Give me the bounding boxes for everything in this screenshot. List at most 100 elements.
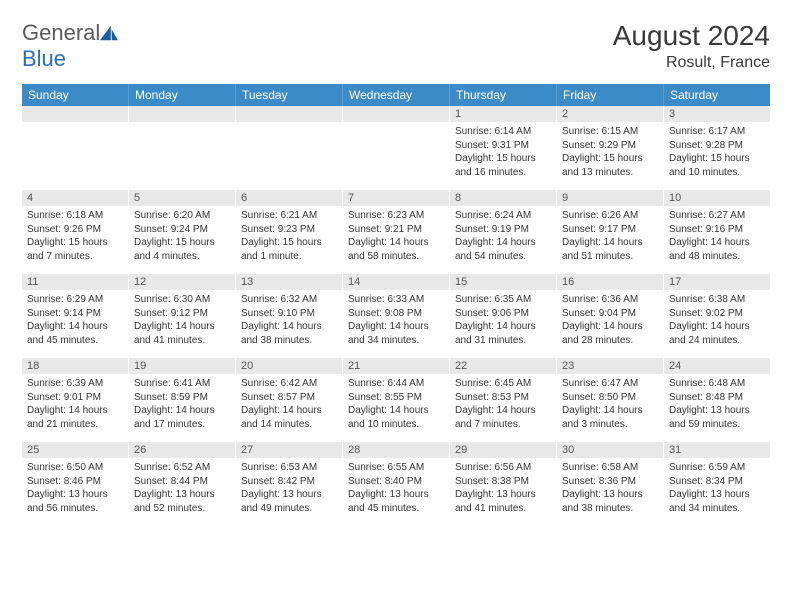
day-detail: Sunrise: 6:32 AMSunset: 9:10 PMDaylight:… bbox=[236, 290, 342, 358]
day-detail: Sunrise: 6:21 AMSunset: 9:23 PMDaylight:… bbox=[236, 206, 342, 274]
day-cell: 5Sunrise: 6:20 AMSunset: 9:24 PMDaylight… bbox=[129, 190, 236, 274]
day-detail: Sunrise: 6:15 AMSunset: 9:29 PMDaylight:… bbox=[557, 122, 663, 190]
day-detail: Sunrise: 6:50 AMSunset: 8:46 PMDaylight:… bbox=[22, 458, 128, 526]
week-row: 1Sunrise: 6:14 AMSunset: 9:31 PMDaylight… bbox=[22, 106, 770, 190]
calendar-page: GeneralBlue August 2024 Rosult, France S… bbox=[0, 0, 792, 526]
day-cell: 20Sunrise: 6:42 AMSunset: 8:57 PMDayligh… bbox=[236, 358, 343, 442]
day-cell bbox=[22, 106, 129, 190]
page-header: GeneralBlue August 2024 Rosult, France bbox=[22, 20, 770, 72]
day-detail: Sunrise: 6:36 AMSunset: 9:04 PMDaylight:… bbox=[557, 290, 663, 358]
day-number: 13 bbox=[236, 274, 342, 290]
day-number: 19 bbox=[129, 358, 235, 374]
day-cell bbox=[129, 106, 236, 190]
day-number: 16 bbox=[557, 274, 663, 290]
day-number: 11 bbox=[22, 274, 128, 290]
brand-name: GeneralBlue bbox=[22, 20, 120, 72]
day-number: 6 bbox=[236, 190, 342, 206]
day-cell: 17Sunrise: 6:38 AMSunset: 9:02 PMDayligh… bbox=[664, 274, 770, 358]
day-detail bbox=[129, 122, 235, 190]
day-cell bbox=[236, 106, 343, 190]
day-detail: Sunrise: 6:29 AMSunset: 9:14 PMDaylight:… bbox=[22, 290, 128, 358]
day-number bbox=[343, 106, 449, 122]
day-number bbox=[129, 106, 235, 122]
day-cell: 30Sunrise: 6:58 AMSunset: 8:36 PMDayligh… bbox=[557, 442, 664, 526]
day-cell: 19Sunrise: 6:41 AMSunset: 8:59 PMDayligh… bbox=[129, 358, 236, 442]
day-cell: 31Sunrise: 6:59 AMSunset: 8:34 PMDayligh… bbox=[664, 442, 770, 526]
dow-friday: Friday bbox=[557, 84, 664, 106]
day-number: 2 bbox=[557, 106, 663, 122]
dow-thursday: Thursday bbox=[450, 84, 557, 106]
day-detail: Sunrise: 6:35 AMSunset: 9:06 PMDaylight:… bbox=[450, 290, 556, 358]
day-number: 27 bbox=[236, 442, 342, 458]
day-detail: Sunrise: 6:48 AMSunset: 8:48 PMDaylight:… bbox=[664, 374, 770, 442]
day-number: 3 bbox=[664, 106, 770, 122]
day-detail: Sunrise: 6:52 AMSunset: 8:44 PMDaylight:… bbox=[129, 458, 235, 526]
title-location: Rosult, France bbox=[613, 54, 770, 72]
day-detail: Sunrise: 6:14 AMSunset: 9:31 PMDaylight:… bbox=[450, 122, 556, 190]
week-row: 18Sunrise: 6:39 AMSunset: 9:01 PMDayligh… bbox=[22, 358, 770, 442]
day-detail: Sunrise: 6:44 AMSunset: 8:55 PMDaylight:… bbox=[343, 374, 449, 442]
calendar-grid: Sunday Monday Tuesday Wednesday Thursday… bbox=[22, 84, 770, 526]
day-cell: 8Sunrise: 6:24 AMSunset: 9:19 PMDaylight… bbox=[450, 190, 557, 274]
day-number: 29 bbox=[450, 442, 556, 458]
day-cell: 14Sunrise: 6:33 AMSunset: 9:08 PMDayligh… bbox=[343, 274, 450, 358]
day-number: 28 bbox=[343, 442, 449, 458]
day-detail: Sunrise: 6:20 AMSunset: 9:24 PMDaylight:… bbox=[129, 206, 235, 274]
week-row: 25Sunrise: 6:50 AMSunset: 8:46 PMDayligh… bbox=[22, 442, 770, 526]
day-detail: Sunrise: 6:38 AMSunset: 9:02 PMDaylight:… bbox=[664, 290, 770, 358]
day-number: 31 bbox=[664, 442, 770, 458]
day-detail: Sunrise: 6:39 AMSunset: 9:01 PMDaylight:… bbox=[22, 374, 128, 442]
day-cell: 22Sunrise: 6:45 AMSunset: 8:53 PMDayligh… bbox=[450, 358, 557, 442]
day-detail: Sunrise: 6:47 AMSunset: 8:50 PMDaylight:… bbox=[557, 374, 663, 442]
day-cell: 12Sunrise: 6:30 AMSunset: 9:12 PMDayligh… bbox=[129, 274, 236, 358]
day-detail: Sunrise: 6:45 AMSunset: 8:53 PMDaylight:… bbox=[450, 374, 556, 442]
day-number: 23 bbox=[557, 358, 663, 374]
day-detail: Sunrise: 6:26 AMSunset: 9:17 PMDaylight:… bbox=[557, 206, 663, 274]
day-cell: 11Sunrise: 6:29 AMSunset: 9:14 PMDayligh… bbox=[22, 274, 129, 358]
day-detail: Sunrise: 6:24 AMSunset: 9:19 PMDaylight:… bbox=[450, 206, 556, 274]
day-number: 24 bbox=[664, 358, 770, 374]
title-month: August 2024 bbox=[613, 20, 770, 52]
dow-saturday: Saturday bbox=[664, 84, 770, 106]
day-number: 30 bbox=[557, 442, 663, 458]
day-of-week-row: Sunday Monday Tuesday Wednesday Thursday… bbox=[22, 84, 770, 106]
brand-logo: GeneralBlue bbox=[22, 20, 120, 72]
day-detail: Sunrise: 6:53 AMSunset: 8:42 PMDaylight:… bbox=[236, 458, 342, 526]
day-detail: Sunrise: 6:56 AMSunset: 8:38 PMDaylight:… bbox=[450, 458, 556, 526]
day-detail: Sunrise: 6:42 AMSunset: 8:57 PMDaylight:… bbox=[236, 374, 342, 442]
day-number: 14 bbox=[343, 274, 449, 290]
day-detail: Sunrise: 6:17 AMSunset: 9:28 PMDaylight:… bbox=[664, 122, 770, 190]
dow-monday: Monday bbox=[129, 84, 236, 106]
day-cell: 15Sunrise: 6:35 AMSunset: 9:06 PMDayligh… bbox=[450, 274, 557, 358]
day-cell: 9Sunrise: 6:26 AMSunset: 9:17 PMDaylight… bbox=[557, 190, 664, 274]
day-number: 18 bbox=[22, 358, 128, 374]
day-number: 21 bbox=[343, 358, 449, 374]
day-number bbox=[236, 106, 342, 122]
day-number: 22 bbox=[450, 358, 556, 374]
dow-wednesday: Wednesday bbox=[343, 84, 450, 106]
day-number: 15 bbox=[450, 274, 556, 290]
day-cell: 29Sunrise: 6:56 AMSunset: 8:38 PMDayligh… bbox=[450, 442, 557, 526]
day-number: 9 bbox=[557, 190, 663, 206]
day-cell: 23Sunrise: 6:47 AMSunset: 8:50 PMDayligh… bbox=[557, 358, 664, 442]
day-cell: 2Sunrise: 6:15 AMSunset: 9:29 PMDaylight… bbox=[557, 106, 664, 190]
day-cell: 25Sunrise: 6:50 AMSunset: 8:46 PMDayligh… bbox=[22, 442, 129, 526]
day-number: 25 bbox=[22, 442, 128, 458]
brand-name-b: Blue bbox=[22, 46, 66, 71]
day-detail: Sunrise: 6:55 AMSunset: 8:40 PMDaylight:… bbox=[343, 458, 449, 526]
day-detail: Sunrise: 6:27 AMSunset: 9:16 PMDaylight:… bbox=[664, 206, 770, 274]
day-detail bbox=[343, 122, 449, 190]
day-number: 10 bbox=[664, 190, 770, 206]
day-detail bbox=[22, 122, 128, 190]
day-detail: Sunrise: 6:58 AMSunset: 8:36 PMDaylight:… bbox=[557, 458, 663, 526]
weeks-container: 1Sunrise: 6:14 AMSunset: 9:31 PMDaylight… bbox=[22, 106, 770, 526]
day-number: 4 bbox=[22, 190, 128, 206]
day-cell: 27Sunrise: 6:53 AMSunset: 8:42 PMDayligh… bbox=[236, 442, 343, 526]
day-cell: 4Sunrise: 6:18 AMSunset: 9:26 PMDaylight… bbox=[22, 190, 129, 274]
day-detail: Sunrise: 6:30 AMSunset: 9:12 PMDaylight:… bbox=[129, 290, 235, 358]
day-detail: Sunrise: 6:33 AMSunset: 9:08 PMDaylight:… bbox=[343, 290, 449, 358]
day-cell: 10Sunrise: 6:27 AMSunset: 9:16 PMDayligh… bbox=[664, 190, 770, 274]
day-cell: 26Sunrise: 6:52 AMSunset: 8:44 PMDayligh… bbox=[129, 442, 236, 526]
day-detail: Sunrise: 6:59 AMSunset: 8:34 PMDaylight:… bbox=[664, 458, 770, 526]
day-number: 12 bbox=[129, 274, 235, 290]
